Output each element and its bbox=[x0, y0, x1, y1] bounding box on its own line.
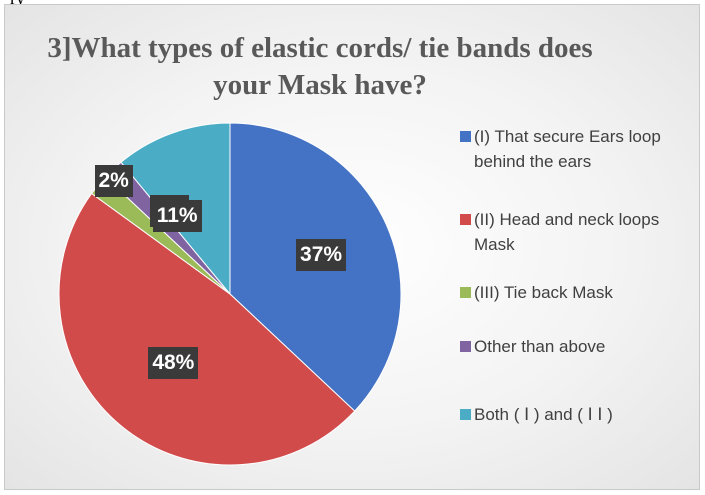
legend-label: (I) That secure Ears loop behind the ear… bbox=[474, 127, 661, 171]
pie-data-label: 11% bbox=[152, 200, 202, 233]
legend-swatch bbox=[460, 131, 471, 142]
legend-swatch bbox=[460, 341, 471, 352]
chart-title: 3]What types of elastic cords/ tie bands… bbox=[47, 32, 593, 101]
pie-slice bbox=[58, 192, 356, 466]
legend-label: (III) Tie back Mask bbox=[474, 283, 613, 302]
legend-item: (II) Head and neck loops Mask bbox=[460, 207, 699, 257]
pie-data-label: 37% bbox=[296, 238, 347, 271]
legend-item: (III) Tie back Mask bbox=[460, 280, 699, 305]
pie-data-label: 2% bbox=[94, 164, 133, 197]
legend-label: Other than above bbox=[474, 337, 606, 356]
legend-item: (I) That secure Ears loop behind the ear… bbox=[460, 124, 699, 174]
legend-label: (II) Head and neck loops Mask bbox=[474, 210, 660, 254]
pie-data-label: 48% bbox=[148, 346, 199, 379]
legend-swatch bbox=[460, 409, 471, 420]
legend-label: Both ( Ⅰ ) and ( Ⅰ Ⅰ ) bbox=[474, 405, 613, 424]
legend-item: Other than above bbox=[460, 334, 699, 359]
legend-swatch bbox=[460, 287, 471, 298]
legend-swatch bbox=[460, 214, 471, 225]
legend-item: Both ( Ⅰ ) and ( Ⅰ Ⅰ ) bbox=[460, 402, 699, 427]
